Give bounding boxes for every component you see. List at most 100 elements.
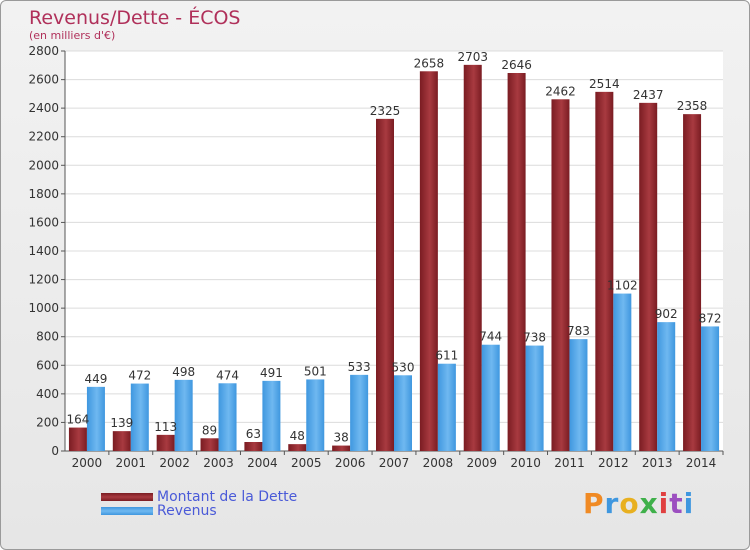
- y-tick-label: 1000: [28, 301, 59, 315]
- label-layer: 164 449 139 472 113 498 89 474 63 491 48 501 38 533 23…: [66, 50, 721, 445]
- x-tick-label: 2006: [335, 456, 366, 470]
- bar-dette: [463, 64, 482, 451]
- data-label-dette: 63: [246, 427, 261, 441]
- y-tick-label: 200: [36, 415, 59, 429]
- brand-logo: Proxiti: [583, 487, 694, 520]
- data-label-dette: 113: [154, 420, 177, 434]
- brand-letter: i: [683, 487, 695, 520]
- y-tick-label: 600: [36, 358, 59, 372]
- data-label-revenus: 783: [567, 324, 590, 338]
- y-tick-label: 800: [36, 330, 59, 344]
- bar-revenus: [218, 383, 237, 451]
- data-label-dette: 164: [66, 413, 89, 427]
- data-label-dette: 48: [290, 429, 305, 443]
- x-tick-label: 2013: [642, 456, 673, 470]
- bar-revenus: [130, 383, 149, 451]
- x-tick-label: 2002: [159, 456, 190, 470]
- bar-dette: [112, 431, 131, 451]
- data-label-revenus: 498: [172, 365, 195, 379]
- data-label-revenus: 738: [523, 331, 546, 345]
- bar-dette: [639, 102, 658, 451]
- y-tick-label: 2200: [28, 130, 59, 144]
- bar-revenus: [437, 363, 456, 451]
- data-label-revenus: 611: [435, 349, 458, 363]
- bar-dette: [200, 438, 219, 451]
- chart-subtitle: (en milliers d'€): [29, 29, 116, 42]
- bar-revenus: [569, 339, 588, 451]
- y-tick-label: 1400: [28, 244, 59, 258]
- bar-revenus: [481, 344, 500, 451]
- bar-revenus: [174, 379, 193, 451]
- data-label-revenus: 872: [699, 311, 722, 325]
- y-tick-label: 2600: [28, 73, 59, 87]
- data-label-dette: 38: [333, 431, 348, 445]
- x-tick-label: 2004: [247, 456, 278, 470]
- bar-revenus: [306, 379, 325, 451]
- legend-label-revenus: Revenus: [157, 503, 217, 519]
- bar-dette: [419, 71, 438, 452]
- x-tick-label: 2011: [554, 456, 585, 470]
- legend-item-revenus: Revenus: [101, 503, 217, 519]
- data-label-revenus: 491: [260, 366, 283, 380]
- bar-revenus: [657, 322, 676, 451]
- y-tick-label: 400: [36, 387, 59, 401]
- legend-swatch-revenus: [101, 507, 153, 515]
- x-tick-label: 2008: [423, 456, 454, 470]
- data-label-dette: 2325: [370, 104, 401, 118]
- x-tick-label: 2012: [598, 456, 629, 470]
- bar-revenus: [701, 326, 720, 451]
- data-label-dette: 2462: [545, 84, 576, 98]
- bar-dette: [507, 73, 526, 451]
- y-tick-label: 1200: [28, 273, 59, 287]
- bar-revenus: [86, 386, 105, 451]
- data-label-revenus: 744: [479, 330, 502, 344]
- data-label-revenus: 533: [348, 360, 371, 374]
- data-label-dette: 2358: [677, 99, 708, 113]
- brand-letter: P: [583, 487, 605, 520]
- brand-letter: x: [639, 487, 659, 520]
- brand-letter: t: [669, 487, 684, 520]
- data-label-dette: 2514: [589, 77, 620, 91]
- bar-dette: [288, 444, 307, 451]
- y-tick-label: 1600: [28, 215, 59, 229]
- bar-dette: [683, 114, 702, 452]
- bar-dette: [376, 118, 394, 451]
- bar-dette: [244, 442, 263, 451]
- data-label-dette: 139: [110, 416, 133, 430]
- data-label-revenus: 474: [216, 368, 239, 382]
- x-tick-label: 2005: [291, 456, 322, 470]
- bar-dette: [68, 427, 87, 451]
- legend-swatch-dette: [101, 493, 153, 501]
- x-tick-label: 2007: [379, 456, 410, 470]
- data-label-revenus: 472: [128, 369, 151, 383]
- bar-dette: [595, 91, 614, 451]
- data-label-dette: 2437: [633, 88, 664, 102]
- y-tick-label: 2000: [28, 158, 59, 172]
- x-tick-label: 2014: [686, 456, 717, 470]
- y-tick-label: 0: [51, 444, 59, 458]
- legend-label-dette: Montant de la Dette: [157, 489, 298, 505]
- data-label-dette: 2658: [414, 56, 445, 70]
- x-tick-label: 2009: [466, 456, 497, 470]
- legend-item-dette: Montant de la Dette: [101, 489, 297, 505]
- data-label-dette: 2703: [457, 50, 488, 64]
- x-tick-label: 2000: [72, 456, 103, 470]
- x-tick-label: 2003: [203, 456, 234, 470]
- chart-title: Revenus/Dette - ÉCOS: [29, 7, 241, 29]
- data-label-revenus: 902: [655, 307, 678, 321]
- y-tick-label: 2400: [28, 101, 59, 115]
- bar-layer: [68, 64, 720, 452]
- brand-letter: i: [658, 487, 670, 520]
- brand-letter: r: [604, 487, 620, 520]
- bar-dette: [332, 445, 351, 451]
- bar-revenus: [613, 293, 632, 451]
- bar-revenus: [262, 380, 281, 451]
- bar-revenus: [525, 345, 544, 451]
- data-label-revenus: 530: [392, 360, 415, 374]
- bar-dette: [551, 99, 570, 452]
- y-tick-label: 1800: [28, 187, 59, 201]
- data-label-revenus: 501: [304, 364, 327, 378]
- y-tick-label: 2800: [28, 44, 59, 58]
